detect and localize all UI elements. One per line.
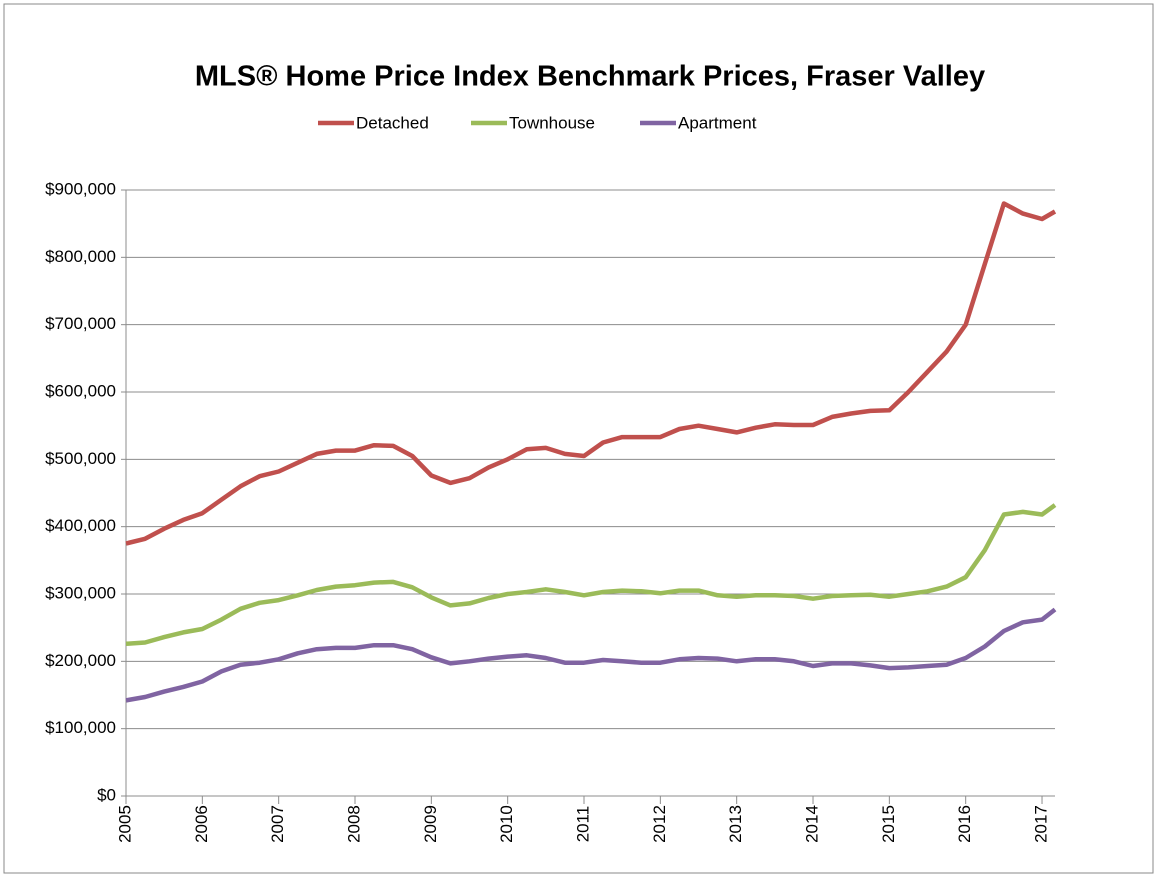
y-tick-label: $400,000 [45,516,116,535]
x-tick-label: 2008 [344,805,363,843]
x-tick-label: 2015 [879,805,898,843]
chart-title: MLS® Home Price Index Benchmark Prices, … [195,61,985,93]
y-tick-label: $200,000 [45,651,116,670]
series-line [125,503,1057,647]
legend-label: Detached [356,113,429,132]
x-tick-label: 2016 [955,805,974,843]
x-tick-label: 2009 [421,805,440,843]
chart-frame [3,3,1154,874]
y-tick-label: $500,000 [45,449,116,468]
x-tick-label: 2011 [573,806,592,843]
x-tick-label: 2010 [497,805,516,843]
x-tick-label: 2007 [268,805,287,843]
x-tick-label: 2012 [650,805,669,843]
y-tick-label: $100,000 [45,718,116,737]
y-tick-label: $800,000 [45,247,116,266]
x-tick-label: 2005 [115,805,134,843]
y-tick-label: $0 [97,785,116,804]
legend-label: Apartment [678,113,757,132]
x-tick-label: 2014 [803,805,822,843]
y-tick-label: $300,000 [45,583,116,602]
y-tick-label: $700,000 [45,314,116,333]
x-tick-label: 2017 [1032,805,1051,843]
series-line [125,607,1057,703]
x-tick-label: 2006 [192,805,211,843]
x-tick-label: 2013 [726,805,745,843]
legend-label: Townhouse [509,113,595,132]
y-tick-label: $600,000 [45,381,116,400]
y-tick-label: $900,000 [45,179,116,198]
series-line [125,201,1057,546]
